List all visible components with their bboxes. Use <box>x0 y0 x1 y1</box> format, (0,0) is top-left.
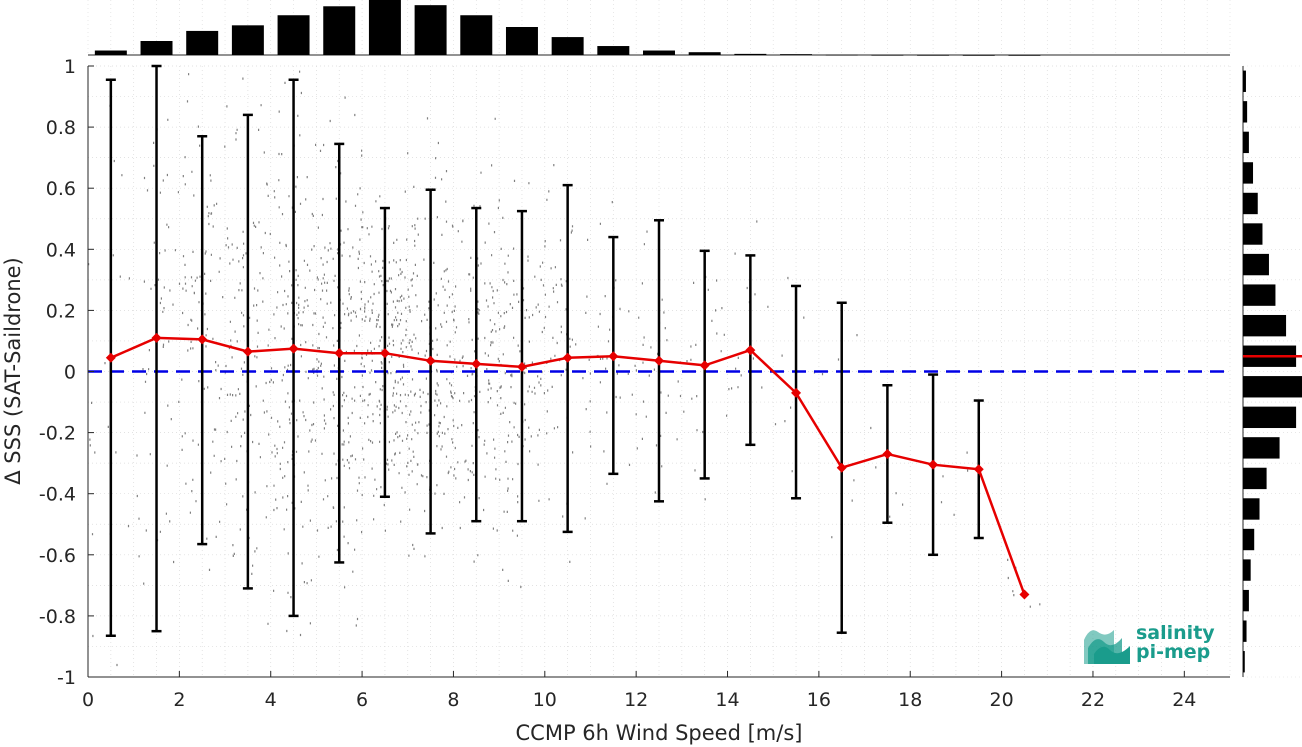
mean-marker <box>197 334 208 345</box>
right-hist-bar <box>1243 131 1249 154</box>
top-hist-bar <box>231 25 264 55</box>
right-hist-bar <box>1243 223 1263 245</box>
right-hist-bar <box>1243 620 1247 642</box>
y-tick-label: 0 <box>64 362 76 384</box>
x-tick-label: 6 <box>356 689 368 711</box>
x-tick-label: 10 <box>533 689 557 711</box>
mean-marker <box>1019 589 1030 600</box>
right-hist-bar <box>1243 70 1246 92</box>
mean-marker <box>836 462 847 473</box>
x-tick-label: 14 <box>715 689 739 711</box>
top-hist-bar <box>505 27 538 55</box>
right-hist-bar <box>1243 162 1254 184</box>
mean-marker <box>151 332 162 343</box>
logo-text-line1: salinity <box>1136 622 1215 644</box>
y-tick-label: -0.4 <box>39 484 76 506</box>
mean-marker <box>608 351 619 362</box>
mean-marker <box>654 355 664 366</box>
y-tick-label: 0.4 <box>46 239 76 261</box>
right-hist-bar <box>1243 589 1249 612</box>
top-hist-bar <box>688 52 721 55</box>
salinity-pi-mep-logo: salinity pi-mep <box>1084 622 1215 664</box>
y-axis-title: Δ SSS (SAT-Saildrone) <box>1 257 25 484</box>
x-tick-label: 8 <box>447 689 459 711</box>
y-tick-label: 0.6 <box>46 178 76 200</box>
mean-marker <box>562 352 573 363</box>
x-tick-label: 12 <box>624 689 648 711</box>
right-hist-bar <box>1243 101 1248 123</box>
x-tick-label: 16 <box>807 689 831 711</box>
top-hist-bar <box>323 6 356 56</box>
mean-marker <box>242 346 253 357</box>
y-tick-label: 0.2 <box>46 300 76 322</box>
binned-mean-line <box>105 332 1030 600</box>
x-tick-label: 24 <box>1172 689 1196 711</box>
x-axis-title: CCMP 6h Wind Speed [m/s] <box>516 721 803 745</box>
x-tick-label: 22 <box>1081 689 1105 711</box>
right-histogram <box>1242 65 1302 678</box>
y-tick-label: -0.2 <box>39 423 76 445</box>
top-hist-bar <box>734 53 767 55</box>
mean-marker <box>699 360 710 371</box>
mean-marker <box>791 387 802 398</box>
y-tick-labels: 1 0.8 0.6 0.4 0.2 0 -0.2 -0.4 -0.6 -0.8 -1 <box>39 56 94 689</box>
top-hist-bar <box>780 54 813 55</box>
top-hist-bar <box>277 15 310 56</box>
top-hist-bar <box>551 37 584 55</box>
x-tick-label: 0 <box>82 689 94 711</box>
mean-marker <box>471 358 482 369</box>
right-hist-bar <box>1243 406 1297 429</box>
x-tick-label: 4 <box>265 689 277 711</box>
mean-marker <box>105 352 116 363</box>
right-hist-bar <box>1243 559 1251 581</box>
main-plot-area <box>87 64 1231 678</box>
right-hist-bar <box>1243 253 1269 276</box>
right-hist-bar <box>1243 314 1287 337</box>
top-hist-bar <box>140 41 173 55</box>
mean-marker <box>745 345 756 356</box>
right-hist-bar <box>1243 192 1258 215</box>
y-tick-label: -0.8 <box>39 606 76 628</box>
top-hist-bar <box>643 50 675 55</box>
x-tick-label: 2 <box>173 689 185 711</box>
x-tick-label: 20 <box>990 689 1014 711</box>
top-hist-bar <box>825 54 858 56</box>
mean-marker <box>425 355 436 366</box>
right-hist-bar <box>1243 437 1280 459</box>
y-tick-label: -1 <box>57 667 76 689</box>
logo-text-line2: pi-mep <box>1136 641 1210 663</box>
top-hist-bar <box>94 50 127 55</box>
right-hist-bar <box>1243 528 1255 551</box>
x-tick-label: 18 <box>898 689 922 711</box>
mean-marker <box>882 448 893 459</box>
top-hist-bar <box>368 0 401 55</box>
right-hist-bar <box>1243 467 1267 490</box>
mean-marker <box>516 361 527 372</box>
mean-marker <box>334 348 345 359</box>
y-tick-label: 0.8 <box>46 117 76 139</box>
top-hist-bar <box>414 5 447 55</box>
y-tick-label: 1 <box>64 56 76 78</box>
top-hist-bar <box>460 15 493 56</box>
top-hist-bar <box>917 54 950 56</box>
y-tick-label: -0.6 <box>39 545 76 567</box>
mean-marker <box>288 343 299 354</box>
mean-marker <box>973 464 984 475</box>
top-hist-bar <box>597 46 630 55</box>
right-hist-bar <box>1243 498 1260 520</box>
top-hist-bar <box>962 54 995 56</box>
mean-marker <box>379 348 390 359</box>
right-hist-bar <box>1243 284 1276 306</box>
top-hist-bar <box>871 54 904 56</box>
top-hist-bar <box>1008 54 1041 56</box>
mean-marker <box>928 459 939 470</box>
x-tick-labels: 0 2 4 6 8 10 12 14 16 18 20 22 24 <box>82 671 1196 711</box>
top-hist-bar <box>186 30 219 55</box>
right-hist-bar <box>1243 651 1245 673</box>
top-histogram <box>87 0 1231 56</box>
right-hist-bar <box>1243 376 1302 398</box>
logo-wave-icon <box>1084 630 1130 664</box>
